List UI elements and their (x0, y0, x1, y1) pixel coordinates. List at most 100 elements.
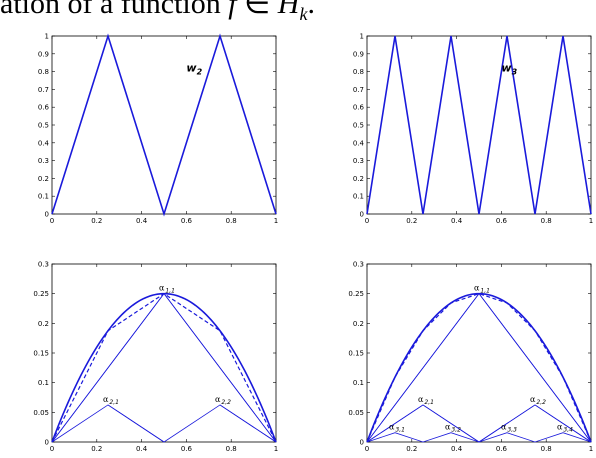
series-line-thin (107, 404, 165, 443)
alpha-symbol: α (474, 284, 480, 293)
alpha-subscript: 1,1 (480, 288, 490, 295)
series-line-thin (219, 404, 277, 443)
x-tick-label: 0.8 (541, 217, 552, 225)
alpha-subscript: 3,2 (451, 427, 461, 434)
alpha-symbol: α (501, 423, 507, 432)
alpha-annotation: α1,1 (159, 284, 175, 295)
x-tick-label: 0.2 (406, 445, 417, 453)
y-tick-label: 0.7 (353, 86, 364, 94)
x-tick-label: 0.4 (136, 217, 148, 225)
series-line-thin (478, 293, 592, 443)
x-tick-label: 1 (274, 445, 278, 453)
y-tick-label: 0.1 (38, 379, 49, 387)
y-tick-label: 0.15 (33, 350, 49, 358)
header-prefix: ation of a function (0, 0, 229, 20)
alpha-subscript: 2,1 (109, 399, 119, 406)
y-tick-label: 0 (45, 211, 49, 219)
series-label-text: w (501, 62, 512, 75)
alpha-annotation: α2,1 (103, 395, 119, 406)
y-tick-label: 0.2 (353, 175, 364, 183)
header-text: ation of a function f ∈ Hk. (0, 0, 315, 25)
alpha-symbol: α (159, 284, 165, 293)
y-tick-label: 0.4 (353, 139, 365, 147)
alpha-symbol: α (530, 395, 536, 404)
chart-w2: 0 0.2 0.4 0.6 0.8 1 0 0.1 0.2 0.3 0.4 0.5 0.6 0.7 0.8 0… (38, 33, 278, 226)
y-tick-label: 0.9 (38, 50, 49, 58)
x-tick-label: 0.6 (496, 445, 508, 453)
y-tick-label: 0.6 (353, 104, 365, 112)
y-tick-label: 0.2 (38, 320, 49, 328)
alpha-subscript: 2,2 (536, 399, 546, 406)
axes-box (51, 35, 277, 215)
header-middle: ∈ (236, 0, 278, 20)
alpha-symbol: α (215, 395, 221, 404)
y-tick-label: 0.05 (33, 409, 49, 417)
y-tick-label: 0.15 (348, 350, 364, 358)
y-tick-label: 0 (360, 439, 364, 447)
y-tick-label: 0.25 (348, 290, 364, 298)
y-tick-label: 0.3 (38, 157, 49, 165)
series-line-thin (478, 404, 536, 443)
alpha-subscript: 2,2 (221, 399, 231, 406)
alpha-subscript: 3,1 (395, 427, 405, 434)
y-tick-label: 1 (45, 33, 49, 41)
x-tick-label: 0.6 (181, 217, 193, 225)
y-tick-label: 0.5 (353, 122, 364, 130)
x-tick-label: 1 (274, 217, 278, 225)
x-tick-label: 0.8 (226, 445, 237, 453)
x-tick-label: 1 (589, 445, 593, 453)
chart-alpha-level2: 0 0.2 0.4 0.6 0.8 100.050.10.150.20.250.3α1,1… (33, 261, 278, 454)
header-space: H (277, 0, 300, 20)
y-tick-label: 0.3 (353, 157, 364, 165)
series-line-thin (366, 432, 592, 443)
x-tick-label: 0.8 (226, 217, 237, 225)
y-tick-label: 0 (360, 211, 364, 219)
x-tick-label: 0.2 (91, 445, 102, 453)
alpha-subscript: 3,3 (507, 427, 517, 434)
y-tick-label: 0.4 (38, 139, 50, 147)
series-line-thin (534, 404, 592, 443)
series-line-thin (366, 293, 480, 443)
x-tick-label: 0 (50, 445, 54, 453)
y-tick-label: 0.1 (353, 193, 364, 201)
header-space-sub: k (299, 4, 308, 24)
y-tick-label: 0 (45, 439, 49, 447)
x-tick-label: 0.2 (406, 217, 417, 225)
header-var: f (228, 0, 237, 20)
chart-alpha-level3: 0 0.2 0.4 0.6 0.8 100.050.10.150.20.250.3α1,1… (348, 261, 593, 454)
y-tick-label: 0.9 (353, 50, 364, 58)
alpha-annotation: α1,1 (474, 284, 490, 295)
alpha-subscript: 3,4 (563, 427, 573, 434)
alpha-symbol: α (418, 395, 424, 404)
series-label-sub: 3 (512, 68, 518, 77)
y-tick-label: 0.5 (38, 122, 49, 130)
x-tick-label: 0.2 (91, 217, 102, 225)
series-label: w2 (186, 62, 202, 77)
alpha-annotation: α3,2 (445, 423, 461, 434)
series-line-thin (366, 404, 424, 443)
x-tick-label: 0.4 (451, 445, 463, 453)
alpha-annotation: α2,1 (418, 395, 434, 406)
y-tick-label: 0.3 (38, 261, 49, 269)
header-end: . (307, 0, 315, 20)
x-tick-label: 0.6 (496, 217, 508, 225)
x-tick-label: 0.8 (541, 445, 552, 453)
y-tick-label: 0.05 (348, 409, 364, 417)
alpha-annotation: α2,2 (215, 395, 231, 406)
alpha-symbol: α (445, 423, 451, 432)
y-tick-label: 0.8 (353, 68, 364, 76)
x-tick-label: 0.4 (451, 217, 463, 225)
y-tick-label: 0.8 (38, 68, 49, 76)
axes-box (366, 35, 592, 215)
alpha-symbol: α (389, 423, 395, 432)
y-tick-label: 0.3 (353, 261, 364, 269)
series-label-text: w (186, 62, 197, 75)
alpha-symbol: α (557, 423, 563, 432)
alpha-annotation: α2,2 (530, 395, 546, 406)
series-line-thin (51, 404, 277, 443)
x-tick-label: 1 (589, 217, 593, 225)
alpha-subscript: 2,1 (424, 399, 434, 406)
x-tick-label: 0.4 (136, 445, 148, 453)
y-tick-label: 0.1 (353, 379, 364, 387)
y-tick-label: 0.2 (38, 175, 49, 183)
